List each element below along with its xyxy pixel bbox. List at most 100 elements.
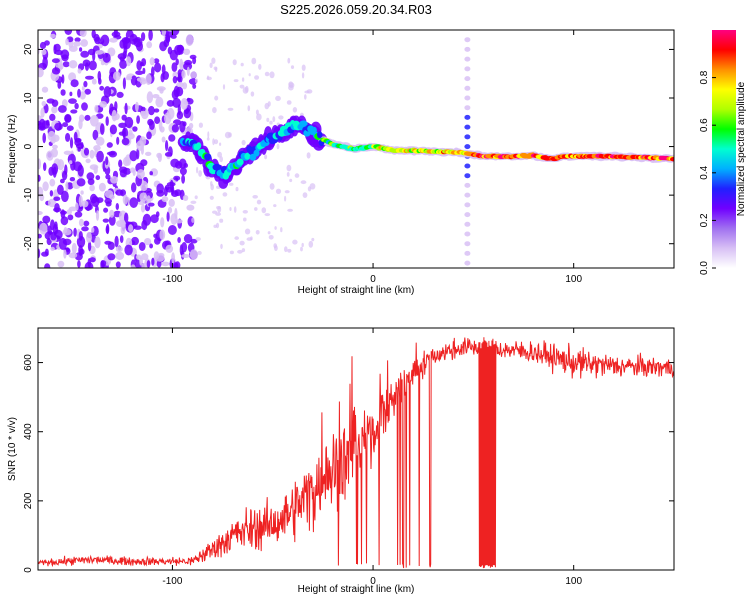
spectral-blob xyxy=(57,260,65,268)
spectral-blob xyxy=(49,113,56,121)
spectral-blob xyxy=(70,109,78,114)
snr-ytick-label: 200 xyxy=(23,492,34,509)
spectral-blob xyxy=(43,162,47,172)
spectral-blob xyxy=(65,38,69,46)
spectral-blob xyxy=(139,192,148,202)
spectral-blob xyxy=(300,246,303,252)
spectral-blob xyxy=(41,100,47,107)
spectral-blob xyxy=(239,240,245,246)
spectral-blob xyxy=(111,109,118,122)
spectral-blob xyxy=(222,192,228,197)
spectral-blob xyxy=(286,164,292,172)
spectral-blob xyxy=(60,178,65,184)
spectral-blob xyxy=(286,100,292,105)
spectral-blob xyxy=(464,221,471,227)
spectral-blob xyxy=(254,75,260,80)
spectral-blob xyxy=(240,62,244,67)
spectral-blob xyxy=(112,71,121,81)
spectral-blob xyxy=(77,164,84,177)
spectral-blob xyxy=(78,119,83,130)
spectrogram-marks xyxy=(38,30,674,268)
spectral-blob xyxy=(81,86,85,91)
spectral-blob xyxy=(135,101,139,112)
spectral-blob xyxy=(133,225,142,230)
spectral-blob xyxy=(244,152,251,160)
spectral-blob xyxy=(167,225,177,235)
spectral-blob xyxy=(229,207,232,211)
spectral-blob xyxy=(95,197,104,204)
spectral-blob xyxy=(159,126,165,133)
spectral-blob xyxy=(464,163,471,169)
spectral-blob xyxy=(70,79,79,88)
spectral-blob xyxy=(250,91,255,97)
spectral-blob xyxy=(78,231,83,241)
spectrogram-xlabel: Height of straight line (km) xyxy=(298,285,415,296)
spectral-blob xyxy=(64,113,72,123)
spectral-blob xyxy=(139,257,144,266)
spectral-blob xyxy=(89,149,95,159)
spectral-blob xyxy=(212,107,217,114)
spectral-blob xyxy=(100,260,107,267)
spectral-blob xyxy=(85,158,91,164)
spectral-blob xyxy=(287,208,293,212)
spectral-blob xyxy=(57,184,64,195)
spectral-blob xyxy=(38,174,41,182)
spectral-blob xyxy=(41,251,49,257)
spectral-blob xyxy=(76,178,86,187)
spectral-blob xyxy=(115,203,120,210)
spectral-blob xyxy=(99,101,108,108)
spectral-blob xyxy=(242,210,248,214)
spectral-blob xyxy=(181,174,186,184)
spectral-blob xyxy=(196,166,199,174)
spectral-blob xyxy=(464,56,471,62)
spectral-blob xyxy=(59,210,67,215)
spectral-blob xyxy=(54,203,60,213)
spectral-blob xyxy=(212,138,215,146)
spectral-blob xyxy=(90,193,98,204)
spectral-blob xyxy=(464,250,471,256)
spectral-blob xyxy=(66,209,73,215)
spectral-blob xyxy=(302,192,308,199)
spectral-blob xyxy=(97,70,102,81)
spectral-blob xyxy=(171,124,179,133)
spectral-blob xyxy=(68,60,78,69)
spectral-blob xyxy=(179,244,184,256)
spectral-blob xyxy=(153,233,158,238)
spectral-blob xyxy=(195,237,201,241)
colorbar-tick-label: 0.4 xyxy=(699,165,710,179)
colorbar-gradient xyxy=(712,30,736,268)
spectral-blob xyxy=(85,75,94,80)
spectral-blob xyxy=(278,115,284,120)
spectral-blob xyxy=(125,76,133,81)
spectral-blob xyxy=(126,56,132,67)
spectral-blob xyxy=(194,78,198,83)
spectral-blob xyxy=(131,236,139,246)
spectral-blob xyxy=(49,33,57,39)
spectral-blob xyxy=(176,111,184,120)
spectral-blob xyxy=(132,126,138,132)
spectral-blob xyxy=(102,218,110,223)
spectral-blob xyxy=(170,213,178,225)
colorbar-label: Normalized spectral amplitude xyxy=(736,81,747,216)
colorbar-ticks: 0.0 0.2 0.4 0.6 0.8 xyxy=(699,70,716,275)
spectral-blob xyxy=(154,116,161,124)
spectral-blob xyxy=(38,248,41,259)
spectral-blob xyxy=(185,34,194,46)
colorbar-tick-label: 0.0 xyxy=(699,261,710,275)
spectral-blob xyxy=(180,98,188,110)
spectral-blob xyxy=(102,52,111,63)
spectral-blob xyxy=(261,207,267,214)
spectral-blob xyxy=(80,39,88,47)
spectral-blob xyxy=(156,152,162,159)
snr-xlabel: Height of straight line (km) xyxy=(298,584,415,595)
spectral-blob xyxy=(62,122,69,128)
spectral-blob xyxy=(118,122,127,128)
spectral-blob xyxy=(204,153,212,161)
spectral-blob xyxy=(140,110,147,116)
spectral-blob xyxy=(464,66,471,72)
spectral-blob xyxy=(51,58,60,64)
snr-ylabel: SNR (10 * v/v) xyxy=(7,417,18,481)
spectral-blob xyxy=(252,195,258,199)
spectral-blob xyxy=(74,137,82,143)
spectral-blob xyxy=(284,195,287,202)
